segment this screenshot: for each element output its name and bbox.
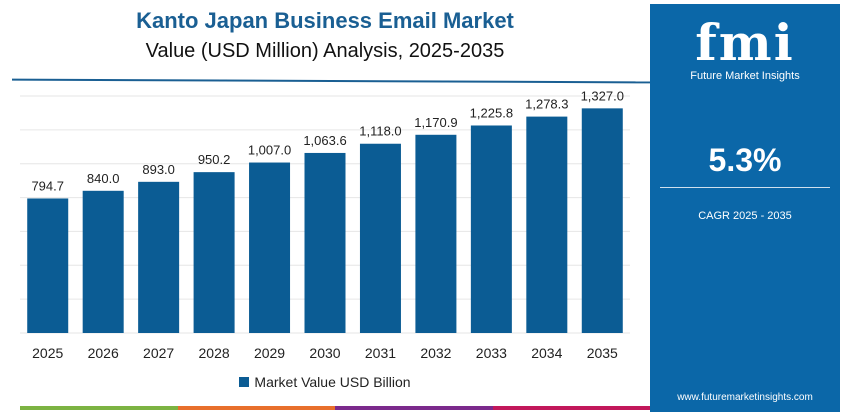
x-tick-label: 2035 [587,345,618,361]
stripe-segment [20,406,178,410]
legend: Market Value USD Billion [0,374,650,390]
bar-2034 [526,116,568,333]
bar-2030 [304,152,346,333]
bar-2033 [470,125,512,334]
bar-2029 [249,162,291,333]
stripe-segment [492,406,650,410]
cagr-label: CAGR 2025 - 2035 [698,210,792,222]
data-label: 950.2 [198,152,231,167]
website-link[interactable]: www.futuremarketinsights.com [677,392,813,403]
chart-subtitle: Value (USD Million) Analysis, 2025-2035 [145,40,505,62]
data-label: 1,007.0 [248,143,291,158]
data-label: 1,170.9 [414,115,457,130]
x-tick-label: 2030 [309,345,340,361]
legend-label: Market Value USD Billion [254,374,411,390]
bar-2032 [415,134,457,333]
side-panel: fmi Future Market Insights 5.3% CAGR 202… [650,4,840,412]
data-label: 1,327.0 [581,88,624,103]
bar-2035 [581,108,623,334]
data-label: 794.7 [31,178,64,193]
panel-divider [660,187,830,188]
bar-2031 [359,143,401,333]
data-label: 1,118.0 [359,124,401,139]
data-label: 840.0 [87,171,120,186]
stripe-segment [335,406,493,410]
fmi-logo: fmi [695,13,795,72]
data-label: 893.0 [142,162,175,177]
x-tick-label: 2031 [365,345,396,361]
legend-swatch [239,377,250,387]
x-tick-label: 2026 [88,345,119,361]
x-tick-label: 2033 [476,345,507,361]
bottom-stripe [20,406,650,410]
x-tick-label: 2028 [199,345,230,361]
x-tick-label: 2025 [32,345,63,361]
data-label: 1,063.6 [303,133,346,148]
bar-2028 [193,172,235,333]
x-tick-label: 2032 [420,345,451,361]
data-label: 1,225.8 [470,105,513,120]
bar-2025 [27,198,69,333]
logo-subtitle: Future Market Insights [690,70,800,82]
cagr-value: 5.3% [708,142,782,178]
chart-title: Kanto Japan Business Email Market [136,8,514,33]
x-tick-label: 2027 [143,345,174,361]
stripe-segment [177,406,335,410]
bar-2026 [82,190,124,333]
bar-2027 [138,181,180,333]
x-tick-label: 2034 [531,345,562,361]
x-tick-label: 2029 [254,345,285,361]
bar-chart: 794.7 2025 840.0 2026 893.0 2027 950.2 2028 1,00… [20,88,630,361]
data-label: 1,278.3 [525,97,568,112]
